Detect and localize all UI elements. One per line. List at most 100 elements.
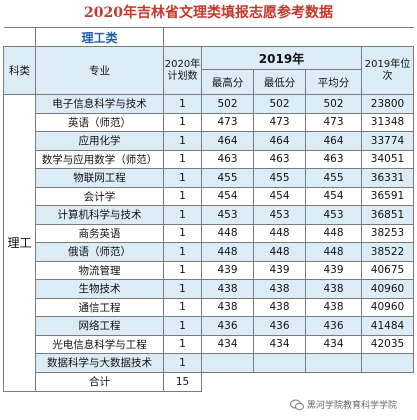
major-cell: 数据科学与大数据技术 <box>35 353 164 373</box>
rank-cell: 40675 <box>361 260 414 280</box>
max-score-cell: 502 <box>201 94 254 114</box>
plan-cell: 1 <box>163 242 202 262</box>
header-min: 最低分 <box>253 69 306 95</box>
wechat-icon <box>290 399 304 410</box>
table-row: 物联网工程 1 455 455 455 36331 <box>4 168 414 188</box>
plan-cell: 1 <box>163 205 202 225</box>
header-avg: 平均分 <box>305 69 362 95</box>
table-row: 会计学 1 454 454 454 36591 <box>4 186 414 206</box>
header-max: 最高分 <box>201 69 254 95</box>
avg-score-cell: 438 <box>305 279 362 299</box>
table-row: 数据科学与大数据技术 1 <box>4 353 414 373</box>
max-score-cell: 439 <box>201 260 254 280</box>
plan-cell: 1 <box>163 149 202 169</box>
max-score-cell: 448 <box>201 242 254 262</box>
rank-cell: 36331 <box>361 168 414 188</box>
major-cell: 网络工程 <box>35 316 164 336</box>
max-score-cell: 438 <box>201 279 254 299</box>
category-title: 理工类 <box>35 27 164 47</box>
max-score-cell: 455 <box>201 168 254 188</box>
major-cell: 通信工程 <box>35 297 164 317</box>
min-score-cell: 455 <box>253 168 306 188</box>
header-row-1: 科类 专业 2020年计划数 2019年 2019年位次 <box>3 46 414 95</box>
max-score-cell: 454 <box>201 186 254 206</box>
max-score-cell: 434 <box>201 334 254 354</box>
page-title: 2020年吉林省文理类填报志愿参考数据 <box>84 5 333 21</box>
header-row-2: 最高分 最低分 平均分 <box>4 69 414 95</box>
rank-cell: 40960 <box>361 279 414 299</box>
min-score-cell: 453 <box>253 205 306 225</box>
watermark-text: 黑河学院教育科学学院 <box>307 401 398 411</box>
major-cell: 会计学 <box>35 186 164 206</box>
major-cell: 应用化学 <box>35 131 164 151</box>
min-score-cell: 473 <box>253 112 306 132</box>
rank-cell: 33774 <box>361 131 414 151</box>
avg-score-cell: 448 <box>305 242 362 262</box>
table-row: 理工 电子信息科学与技术 1 502 502 502 23800 <box>3 94 414 392</box>
avg-score-cell: 439 <box>305 260 362 280</box>
table-row: 商务英语 1 448 448 448 38253 <box>4 223 414 243</box>
major-cell: 光电信息科学与工程 <box>35 334 164 354</box>
major-cell: 俄语（师范） <box>35 242 164 262</box>
table-row: 网络工程 1 436 436 436 41484 <box>4 316 414 336</box>
table-row: 俄语（师范） 1 448 448 448 38522 <box>4 242 414 262</box>
max-score-cell: 453 <box>201 205 254 225</box>
table-row: 英语（师范） 1 473 473 473 31348 <box>4 112 414 132</box>
plan-cell: 1 <box>163 279 202 299</box>
rank-cell: 38522 <box>361 242 414 262</box>
avg-score-cell: 464 <box>305 131 362 151</box>
avg-score-cell: 448 <box>305 223 362 243</box>
header-plan-2020: 2020年计划数 <box>163 46 202 95</box>
min-score-cell: 438 <box>253 279 306 299</box>
max-score-cell: 463 <box>201 149 254 169</box>
max-score-cell: 464 <box>201 131 254 151</box>
plan-cell: 1 <box>163 316 202 336</box>
min-score-cell: 463 <box>253 149 306 169</box>
max-score-cell <box>201 353 254 373</box>
min-score-cell: 448 <box>253 223 306 243</box>
avg-score-cell: 438 <box>305 297 362 317</box>
rank-cell: 40960 <box>361 297 414 317</box>
rank-cell: 36851 <box>361 205 414 225</box>
plan-cell: 1 <box>163 260 202 280</box>
plan-cell: 1 <box>163 334 202 354</box>
header-subject: 科类 <box>3 46 36 95</box>
avg-score-cell: 473 <box>305 112 362 132</box>
table-row: 生物技术 1 438 438 438 40960 <box>4 279 414 299</box>
table-row: 物流管理 1 439 439 439 40675 <box>4 260 414 280</box>
plan-cell: 1 <box>163 94 202 114</box>
max-score-cell: 448 <box>201 223 254 243</box>
min-score-cell: 448 <box>253 242 306 262</box>
avg-score-cell: 434 <box>305 334 362 354</box>
total-label: 合计 <box>35 371 164 392</box>
avg-score-cell: 463 <box>305 149 362 169</box>
major-cell: 物联网工程 <box>35 168 164 188</box>
rank-cell: 23800 <box>361 94 414 114</box>
min-score-cell: 436 <box>253 316 306 336</box>
table-row: 通信工程 1 438 438 438 40960 <box>4 297 414 317</box>
plan-cell: 1 <box>163 131 202 151</box>
rank-cell <box>361 353 414 373</box>
max-score-cell: 473 <box>201 112 254 132</box>
avg-score-cell: 502 <box>305 94 362 114</box>
table-row: 数学与应用数学（师范） 1 463 463 463 34051 <box>4 149 414 169</box>
min-score-cell: 454 <box>253 186 306 206</box>
avg-score-cell: 455 <box>305 168 362 188</box>
major-cell: 生物技术 <box>35 279 164 299</box>
header-major: 专业 <box>35 46 164 95</box>
header-rank-2019: 2019年位次 <box>361 46 414 95</box>
plan-cell: 1 <box>163 353 202 373</box>
watermark: 黑河学院教育科学学院 <box>290 398 397 411</box>
min-score-cell: 434 <box>253 334 306 354</box>
major-cell: 英语（师范） <box>35 112 164 132</box>
max-score-cell: 438 <box>201 297 254 317</box>
plan-cell: 1 <box>163 186 202 206</box>
major-cell: 电子信息科学与技术 <box>35 94 164 114</box>
table-row: 计算机科学与技术 1 453 453 453 36851 <box>4 205 414 225</box>
major-cell: 物流管理 <box>35 260 164 280</box>
min-score-cell <box>253 353 306 373</box>
plan-cell: 1 <box>163 297 202 317</box>
plan-cell: 1 <box>163 168 202 188</box>
min-score-cell: 502 <box>253 94 306 114</box>
subject-cell: 理工 <box>3 94 36 392</box>
